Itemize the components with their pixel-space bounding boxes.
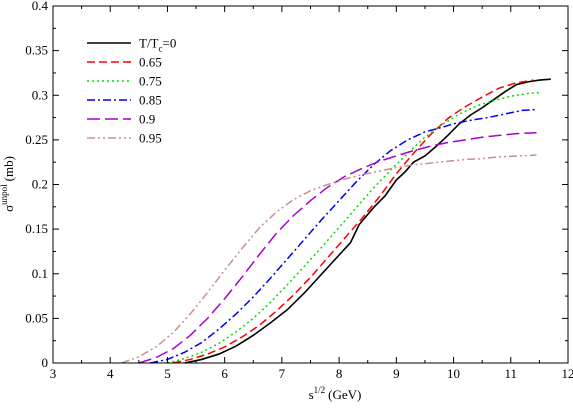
series-line-1 <box>173 80 534 363</box>
legend-label-4: 0.9 <box>139 112 155 127</box>
y-axis-title-base: σ <box>1 205 16 212</box>
legend-label-5: 0.95 <box>139 131 162 146</box>
y-tick-label: 0.4 <box>32 0 49 13</box>
y-tick-label: 0.3 <box>32 87 48 102</box>
legend-label-2: 0.75 <box>139 74 162 89</box>
y-axis-title-sup: unpol <box>0 184 9 205</box>
y-tick-label: 0.05 <box>25 310 48 325</box>
legend-label-0: T/Tc=0 <box>139 36 176 54</box>
x-tick-label: 11 <box>505 366 518 381</box>
x-tick-label: 5 <box>164 366 171 381</box>
legend-label-3: 0.85 <box>139 93 162 108</box>
legend-title-suffix: =0 <box>163 36 177 51</box>
x-tick-label: 10 <box>447 366 460 381</box>
y-tick-label: 0.35 <box>25 43 48 58</box>
y-tick-label: 0.25 <box>25 132 48 147</box>
legend: T/Tc=00.65 0.75 0.85 0.9 0.95 <box>87 36 176 146</box>
legend-title-main: T/T <box>139 36 159 51</box>
series-line-3 <box>150 110 536 363</box>
x-tick-label: 3 <box>50 366 57 381</box>
x-tick-label: 8 <box>336 366 343 381</box>
x-tick-label: 6 <box>221 366 228 381</box>
series-line-4 <box>139 133 537 363</box>
series-layer <box>122 79 551 363</box>
x-axis-title-unit: (GeV) <box>328 387 361 402</box>
y-tick-label: 0.15 <box>25 221 48 236</box>
x-tick-label: 4 <box>107 366 114 381</box>
x-tick-label: 12 <box>562 366 573 381</box>
y-axis-title: σunpol (mb) <box>0 156 16 212</box>
ticks-layer: 3 4 5 6 7 8 9 10 11 12 0 0.05 0.1 0.15 0.2 0.25 0.3 0.35 0… <box>25 0 573 381</box>
legend-label-1: 0.65 <box>139 55 162 70</box>
x-axis-title-sup: 1/2 <box>314 385 326 395</box>
y-tick-label: 0.1 <box>32 266 48 281</box>
y-tick-label: 0 <box>42 355 49 370</box>
plot-frame <box>53 6 568 363</box>
x-tick-label: 7 <box>279 366 286 381</box>
y-tick-label: 0.2 <box>32 177 48 192</box>
y-axis-title-unit: (mb) <box>1 156 16 181</box>
x-axis-title: s1/2(GeV) <box>309 385 362 402</box>
series-line-0 <box>185 79 551 363</box>
x-tick-label: 9 <box>393 366 400 381</box>
